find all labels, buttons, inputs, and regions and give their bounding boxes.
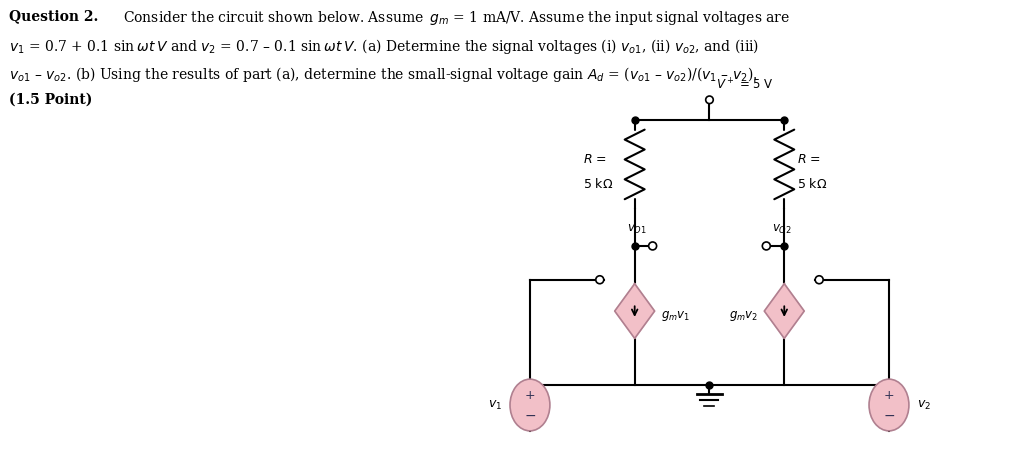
- Text: $v_{o1}$ – $v_{o2}$. (b) Using the results of part (a), determine the small-sign: $v_{o1}$ – $v_{o2}$. (b) Using the resul…: [9, 65, 758, 84]
- Text: $v_{O2}$: $v_{O2}$: [772, 223, 793, 236]
- Text: Consider the circuit shown below. Assume  $g_m$ = 1 mA/V. Assume the input signa: Consider the circuit shown below. Assume…: [123, 9, 791, 27]
- Text: $R$ =: $R$ =: [798, 153, 821, 166]
- Text: 5 k$\Omega$: 5 k$\Omega$: [798, 177, 828, 191]
- Circle shape: [815, 276, 823, 284]
- Ellipse shape: [510, 379, 550, 431]
- Polygon shape: [765, 284, 804, 338]
- Text: $v_2$: $v_2$: [917, 399, 931, 411]
- Text: $g_m v_1$: $g_m v_1$: [661, 309, 690, 323]
- Text: $v_1$ = 0.7 + 0.1 sin $\omega t$ $V$ and $v_2$ = 0.7 – 0.1 sin $\omega t$ $V$. (: $v_1$ = 0.7 + 0.1 sin $\omega t$ $V$ and…: [9, 37, 760, 56]
- Text: $v_1$: $v_1$: [488, 399, 502, 411]
- Text: +: +: [524, 390, 536, 402]
- Text: −: −: [883, 409, 894, 423]
- Text: $V^+$ = 5 V: $V^+$ = 5 V: [717, 78, 774, 93]
- Text: +: +: [884, 390, 894, 402]
- Text: $R$ =: $R$ =: [583, 153, 607, 166]
- Text: $v_{O1}$: $v_{O1}$: [627, 223, 647, 236]
- Circle shape: [649, 242, 657, 250]
- Text: (1.5 Point): (1.5 Point): [9, 93, 93, 107]
- Text: 5 k$\Omega$: 5 k$\Omega$: [583, 177, 613, 191]
- Circle shape: [705, 96, 713, 104]
- Circle shape: [596, 276, 603, 284]
- Text: $g_m v_2$: $g_m v_2$: [729, 309, 759, 323]
- Ellipse shape: [869, 379, 909, 431]
- Text: Question 2.: Question 2.: [9, 9, 99, 23]
- Circle shape: [763, 242, 770, 250]
- Text: −: −: [524, 409, 536, 423]
- Polygon shape: [615, 284, 655, 338]
